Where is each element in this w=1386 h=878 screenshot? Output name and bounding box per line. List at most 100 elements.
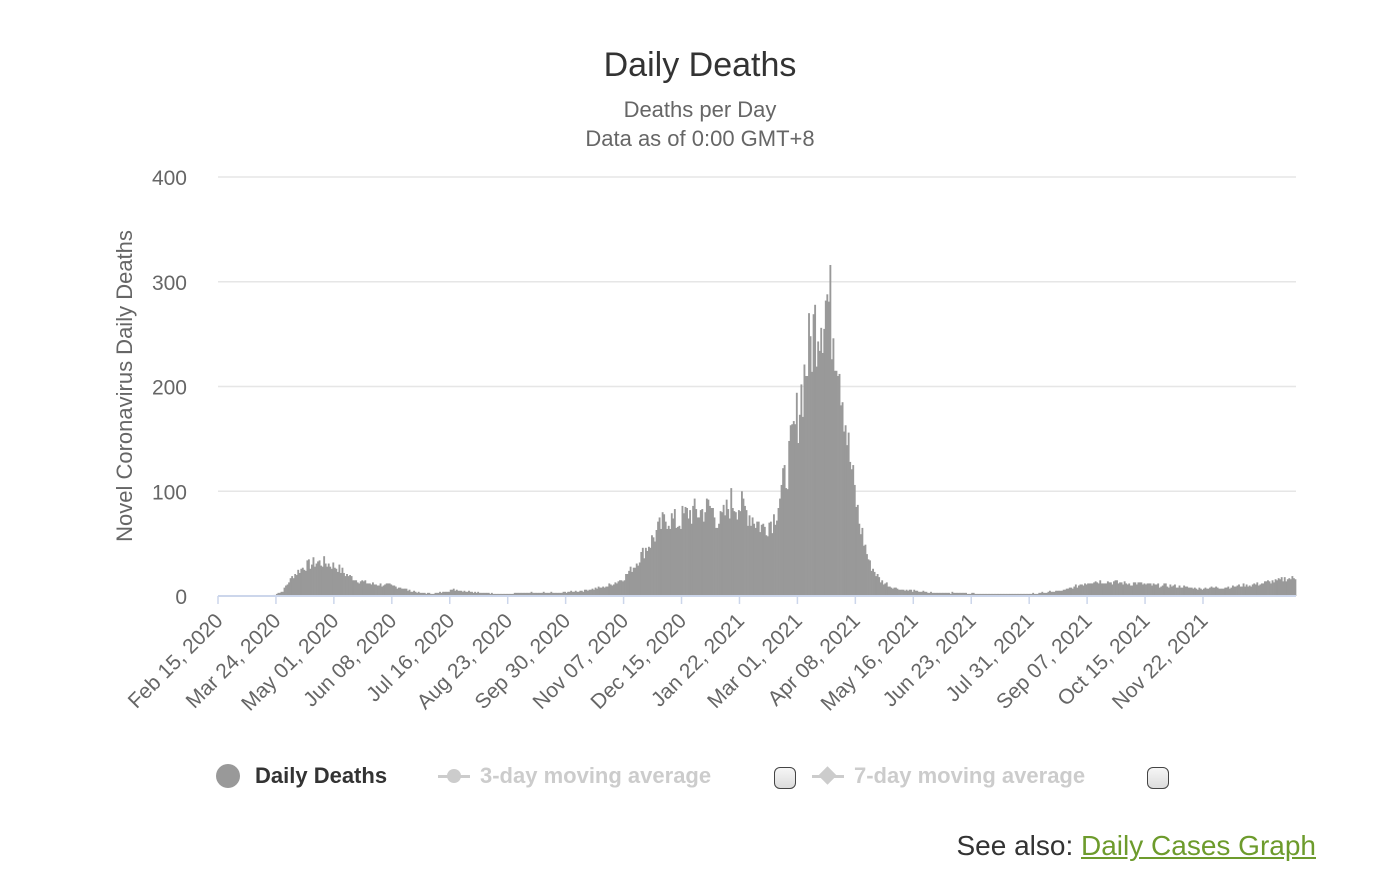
bar bbox=[867, 559, 870, 596]
bar bbox=[1052, 591, 1054, 596]
bar bbox=[838, 373, 841, 596]
legend-item-3-day-average[interactable]: 3-day moving average bbox=[438, 758, 711, 794]
bar bbox=[779, 498, 781, 596]
bar bbox=[376, 585, 379, 596]
bar bbox=[428, 592, 431, 596]
bar bbox=[878, 577, 881, 596]
bar bbox=[586, 590, 589, 596]
bar bbox=[501, 593, 504, 596]
bar bbox=[439, 591, 441, 596]
bar bbox=[975, 593, 978, 596]
bar bbox=[647, 546, 650, 596]
bar bbox=[329, 566, 332, 596]
toggle-7-day-average-checkbox[interactable] bbox=[1147, 767, 1169, 789]
daily-cases-graph-link[interactable]: Daily Cases Graph bbox=[1081, 830, 1316, 861]
bar bbox=[352, 580, 355, 596]
bar bbox=[489, 593, 492, 596]
bar bbox=[1253, 583, 1256, 596]
bar bbox=[614, 582, 617, 596]
bar bbox=[356, 582, 359, 596]
bar bbox=[1224, 587, 1227, 596]
bar bbox=[498, 593, 501, 596]
bar bbox=[1145, 584, 1147, 596]
bar bbox=[451, 589, 454, 596]
bar bbox=[1096, 582, 1099, 596]
bar bbox=[608, 583, 611, 596]
bar bbox=[750, 525, 753, 596]
bar bbox=[1009, 593, 1012, 596]
bar bbox=[821, 352, 824, 596]
bar bbox=[983, 593, 986, 596]
bar bbox=[869, 560, 871, 596]
bar bbox=[1029, 593, 1032, 596]
bar bbox=[1039, 592, 1042, 596]
bar bbox=[637, 565, 640, 596]
bar bbox=[338, 564, 341, 596]
legend-item-7-day-average[interactable]: 7-day moving average bbox=[812, 758, 1085, 794]
bar bbox=[862, 545, 865, 596]
bar bbox=[634, 567, 637, 596]
bar bbox=[1289, 579, 1292, 596]
bar bbox=[625, 574, 627, 596]
bar bbox=[640, 552, 643, 596]
bar bbox=[1091, 583, 1094, 596]
bar bbox=[474, 591, 477, 596]
bar bbox=[969, 593, 972, 596]
bar bbox=[769, 521, 772, 596]
bar bbox=[955, 592, 958, 596]
bar bbox=[686, 508, 688, 596]
bar bbox=[1036, 593, 1039, 596]
bar bbox=[942, 592, 945, 596]
bar bbox=[503, 593, 505, 596]
bar bbox=[716, 527, 719, 596]
bar bbox=[1067, 588, 1070, 596]
bar bbox=[493, 593, 496, 596]
bar bbox=[870, 570, 873, 596]
legend-item-daily-deaths[interactable]: Daily Deaths bbox=[216, 758, 387, 794]
bar bbox=[509, 593, 512, 596]
bar bbox=[282, 591, 284, 596]
bar bbox=[292, 578, 295, 596]
bar bbox=[622, 581, 624, 596]
bar bbox=[483, 592, 486, 596]
bar bbox=[413, 590, 416, 596]
bar bbox=[1210, 586, 1213, 596]
grid-lines bbox=[218, 176, 1296, 492]
bar bbox=[719, 511, 722, 596]
bar bbox=[429, 593, 432, 596]
bar bbox=[1077, 585, 1080, 596]
bar bbox=[844, 425, 847, 596]
bar bbox=[1221, 588, 1224, 596]
bar bbox=[792, 421, 795, 596]
bar bbox=[875, 576, 878, 596]
bar bbox=[1192, 588, 1195, 596]
bar bbox=[402, 588, 405, 596]
bar bbox=[1068, 587, 1071, 596]
bar bbox=[370, 584, 373, 596]
bar bbox=[289, 578, 292, 596]
bar bbox=[1125, 583, 1128, 596]
bar bbox=[539, 592, 542, 596]
bar bbox=[1202, 588, 1205, 596]
bar bbox=[1103, 583, 1106, 596]
bar bbox=[275, 593, 278, 596]
bar bbox=[766, 536, 769, 596]
bar bbox=[890, 587, 893, 596]
bar bbox=[808, 313, 810, 596]
bar bbox=[1146, 583, 1149, 596]
bar bbox=[768, 522, 771, 596]
bar bbox=[933, 592, 935, 596]
bar bbox=[571, 591, 574, 596]
bar bbox=[455, 589, 458, 596]
bar bbox=[667, 525, 670, 596]
bar bbox=[400, 588, 403, 596]
bar bbox=[966, 593, 969, 596]
bar bbox=[710, 508, 713, 596]
bar bbox=[385, 583, 388, 596]
bar bbox=[1260, 583, 1263, 596]
bar bbox=[522, 592, 525, 596]
bar bbox=[323, 556, 326, 596]
bar bbox=[1251, 584, 1254, 596]
bar bbox=[576, 591, 579, 596]
toggle-3-day-average-checkbox[interactable] bbox=[774, 767, 796, 789]
